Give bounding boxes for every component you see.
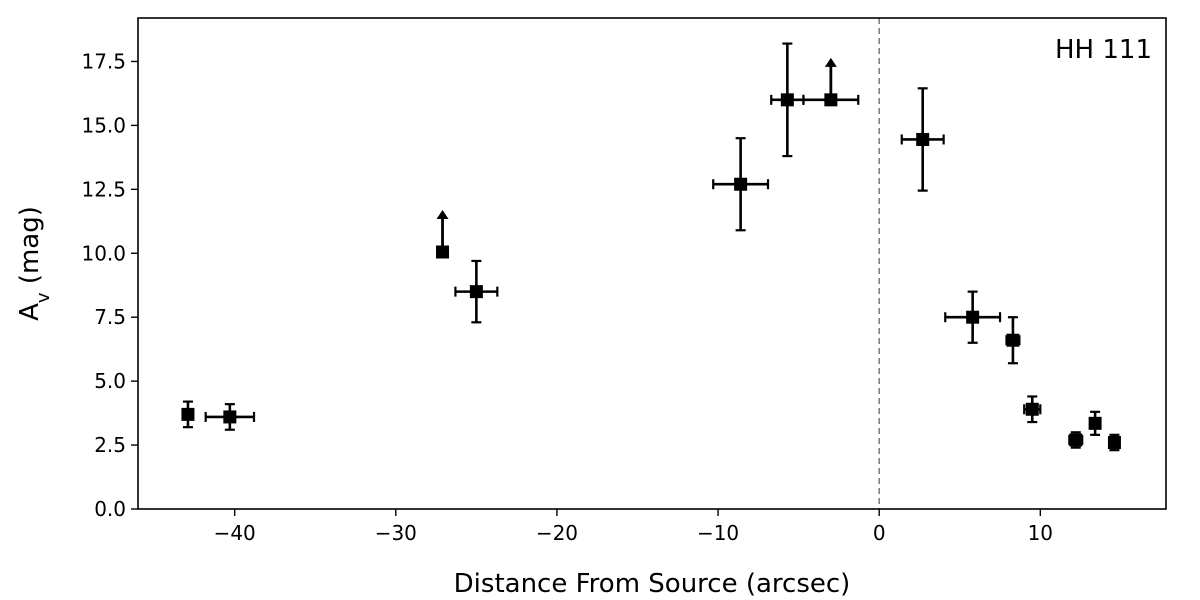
y-tick-label: 5.0 — [94, 369, 126, 393]
x-tick-label: −30 — [375, 521, 417, 545]
data-point — [181, 400, 195, 429]
data-point — [454, 259, 499, 324]
data-marker — [1107, 436, 1121, 450]
data-point — [900, 87, 945, 192]
data-marker — [1025, 402, 1039, 416]
data-point — [712, 137, 770, 232]
y-axis-label-subscript: v — [33, 292, 54, 303]
y-tick-label: 7.5 — [94, 305, 126, 329]
y-axis-label: Av (mag) — [15, 206, 54, 321]
y-axis-label-unit: (mag) — [15, 206, 45, 292]
data-marker — [1069, 433, 1083, 447]
plot-area — [181, 18, 1121, 509]
data-marker — [734, 177, 748, 191]
data-marker — [824, 93, 838, 107]
data-point — [1005, 316, 1021, 365]
x-tick-label: 10 — [1028, 521, 1053, 545]
data-point — [770, 42, 805, 158]
x-tick-label: −40 — [214, 521, 256, 545]
data-marker — [1006, 333, 1020, 347]
data-marker — [223, 410, 237, 424]
data-point — [1068, 431, 1084, 449]
data-point — [944, 290, 1002, 344]
data-point — [802, 57, 860, 107]
y-tick-label: 2.5 — [94, 433, 126, 457]
lower-limit-arrow-head — [824, 57, 837, 67]
data-marker — [436, 245, 450, 259]
data-marker — [1088, 416, 1102, 430]
y-axis-label-main: A — [15, 303, 45, 321]
data-marker — [469, 285, 483, 299]
data-point — [204, 403, 256, 431]
x-axis-label: Distance From Source (arcsec) — [454, 569, 851, 599]
y-tick-label: 0.0 — [94, 497, 126, 521]
x-tick-label: −10 — [697, 521, 739, 545]
chart-annotation: HH 111 — [1055, 35, 1152, 65]
y-tick-label: 17.5 — [81, 49, 126, 73]
data-point — [436, 209, 450, 259]
x-tick-label: 0 — [873, 521, 886, 545]
data-point — [1023, 395, 1042, 424]
axis-ticks: −40 −30 −20 −10 0 10 0.0 2.5 5.0 7.5 10.0 12.5 15.0 1… — [81, 49, 1053, 545]
data-marker — [780, 93, 794, 107]
data-point — [1107, 433, 1121, 452]
data-point — [1088, 410, 1102, 436]
lower-limit-arrow-head — [436, 209, 449, 219]
y-tick-label: 15.0 — [81, 113, 126, 137]
y-tick-label: 10.0 — [81, 241, 126, 265]
x-tick-label: −20 — [536, 521, 578, 545]
data-marker — [181, 407, 195, 421]
y-tick-label: 12.5 — [81, 177, 126, 201]
data-marker — [966, 310, 980, 324]
data-marker — [916, 132, 930, 146]
axes-frame — [137, 17, 1167, 510]
